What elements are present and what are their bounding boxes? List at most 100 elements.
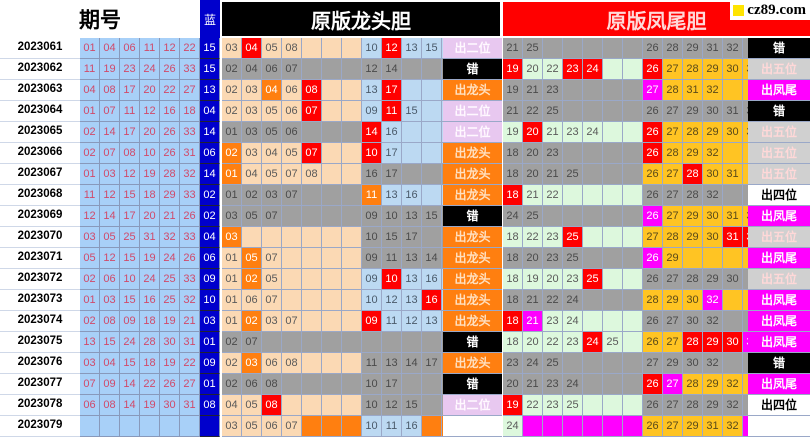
phoenix-fourth-cell (623, 101, 643, 122)
dragon-second-cell: 14 (362, 122, 382, 143)
dragon-head-cell (342, 122, 362, 143)
dragon-second-cell (422, 332, 442, 353)
dragon-head-cell (302, 122, 322, 143)
phoenix-fourth-cell: 24 (563, 374, 583, 395)
phoenix-fourth-cell: 23 (563, 59, 583, 80)
dragon-result-badge: 出二位 (443, 101, 502, 122)
phoenix-fourth-cell (583, 395, 603, 416)
dragon-second-cell: 16 (362, 164, 382, 185)
dragon-head-cell: 02 (222, 143, 242, 164)
phoenix-fourth-cell (583, 185, 603, 206)
phoenix-tail-cell: 26 (643, 164, 663, 185)
dragon-head-cell (322, 374, 342, 395)
dragon-head-cell: 02 (222, 374, 242, 395)
phoenix-fourth-cell: 20 (523, 248, 543, 269)
red-ball-cell: 07 (100, 101, 120, 122)
red-ball-cell: 26 (180, 206, 200, 227)
dragon-head-cell: 05 (262, 164, 282, 185)
dragon-head-cell: 07 (282, 164, 302, 185)
phoenix-tail-cell: 28 (683, 164, 703, 185)
dragon-head-cell: 03 (222, 38, 242, 59)
phoenix-tail-cell: 29 (703, 332, 723, 353)
red-ball-cell: 24 (120, 332, 140, 353)
phoenix-fourth-cell: 23 (543, 143, 563, 164)
phoenix-fourth-cell (583, 290, 603, 311)
red-ball-cell: 20 (140, 206, 160, 227)
red-ball-cell: 12 (100, 248, 120, 269)
phoenix-fourth-cell: 23 (543, 248, 563, 269)
phoenix-tail-cell: 29 (703, 269, 723, 290)
dragon-head-cell: 02 (222, 101, 242, 122)
phoenix-fourth-cell: 19 (503, 80, 523, 101)
table-row: 2023070 03 05 25 31 32 33 04 03 10 15 17 出龙头 18 22 23 25… (0, 227, 810, 248)
blue-ball-cell: 10 (200, 290, 220, 311)
dragon-head-cell (322, 101, 342, 122)
dragon-head-cell: 04 (242, 59, 262, 80)
phoenix-fourth-cell: 22 (543, 332, 563, 353)
dragon-head-cell: 07 (282, 59, 302, 80)
phoenix-tail-cell: 28 (663, 80, 683, 101)
phoenix-tail-cell: 29 (683, 227, 703, 248)
dragon-second-cell (422, 143, 442, 164)
dragon-result-badge: 出龙头 (443, 248, 502, 269)
dragon-head-cell (302, 269, 322, 290)
red-ball-cell: 08 (100, 395, 120, 416)
phoenix-fourth-cell: 21 (523, 80, 543, 101)
phoenix-fourth-cell: 20 (523, 122, 543, 143)
phoenix-fourth-cell: 19 (503, 59, 523, 80)
dragon-second-cell: 15 (402, 101, 422, 122)
phoenix-fourth-cell (623, 269, 643, 290)
dragon-head-cell: 02 (222, 80, 242, 101)
blue-ball-cell: 13 (200, 80, 220, 101)
dragon-head-cell: 08 (302, 164, 322, 185)
dragon-head-cell: 01 (222, 248, 242, 269)
dragon-second-cell: 15 (402, 395, 422, 416)
blue-ball-cell: 02 (200, 185, 220, 206)
phoenix-tail-cell: 31 (723, 101, 743, 122)
phoenix-tail-cell: 30 (723, 122, 743, 143)
phoenix-fourth-cell: 18 (503, 290, 523, 311)
dragon-head-cell (322, 59, 342, 80)
dragon-head-cell: 04 (242, 38, 262, 59)
dragon-head-cell (302, 38, 322, 59)
phoenix-result-badge: 错 (748, 101, 810, 122)
red-ball-cell: 15 (120, 248, 140, 269)
red-ball-cell: 10 (140, 143, 160, 164)
dragon-head-cell: 08 (282, 353, 302, 374)
dragon-second-cell: 11 (382, 248, 402, 269)
phoenix-fourth-cell: 23 (543, 80, 563, 101)
dragon-head-cell (342, 290, 362, 311)
phoenix-fourth-cell: 22 (543, 59, 563, 80)
dragon-second-cell: 12 (362, 59, 382, 80)
phoenix-tail-cell: 30 (683, 353, 703, 374)
dragon-head-cell: 06 (282, 80, 302, 101)
blue-ball-cell: 09 (200, 353, 220, 374)
phoenix-result-badge: 错 (748, 353, 810, 374)
phoenix-fourth-cell: 21 (523, 290, 543, 311)
phoenix-result-badge: 出五位 (748, 269, 810, 290)
dragon-head-cell: 01 (222, 269, 242, 290)
phoenix-tail-cell: 27 (663, 416, 683, 437)
phoenix-fourth-cell (603, 374, 623, 395)
dragon-head-cell (322, 143, 342, 164)
red-ball-cell: 29 (160, 185, 180, 206)
watermark-text: cz89.com (747, 1, 806, 18)
red-ball-cell: 09 (120, 311, 140, 332)
dragon-head-cell (302, 416, 322, 437)
dragon-head-cell: 05 (262, 38, 282, 59)
red-ball-cell: 09 (100, 374, 120, 395)
dragon-second-cell (402, 122, 422, 143)
phoenix-fourth-cell: 21 (503, 101, 523, 122)
phoenix-tail-cell: 32 (723, 374, 743, 395)
blue-ball-cell: 15 (200, 38, 220, 59)
dragon-second-cell (402, 59, 422, 80)
phoenix-fourth-cell (623, 59, 643, 80)
phoenix-fourth-cell (583, 101, 603, 122)
issue-cell: 2023065 (0, 122, 80, 143)
phoenix-fourth-cell (623, 395, 643, 416)
red-ball-cell: 18 (180, 101, 200, 122)
phoenix-fourth-cell (583, 227, 603, 248)
table-row: 2023069 12 14 17 20 21 26 02 03 05 07 09 10 13 15 错 24 25… (0, 206, 810, 227)
table-row: 2023062 11 19 23 24 26 33 15 02 04 06 07 12 14 错 19 20 22… (0, 59, 810, 80)
red-ball-cell: 04 (100, 353, 120, 374)
